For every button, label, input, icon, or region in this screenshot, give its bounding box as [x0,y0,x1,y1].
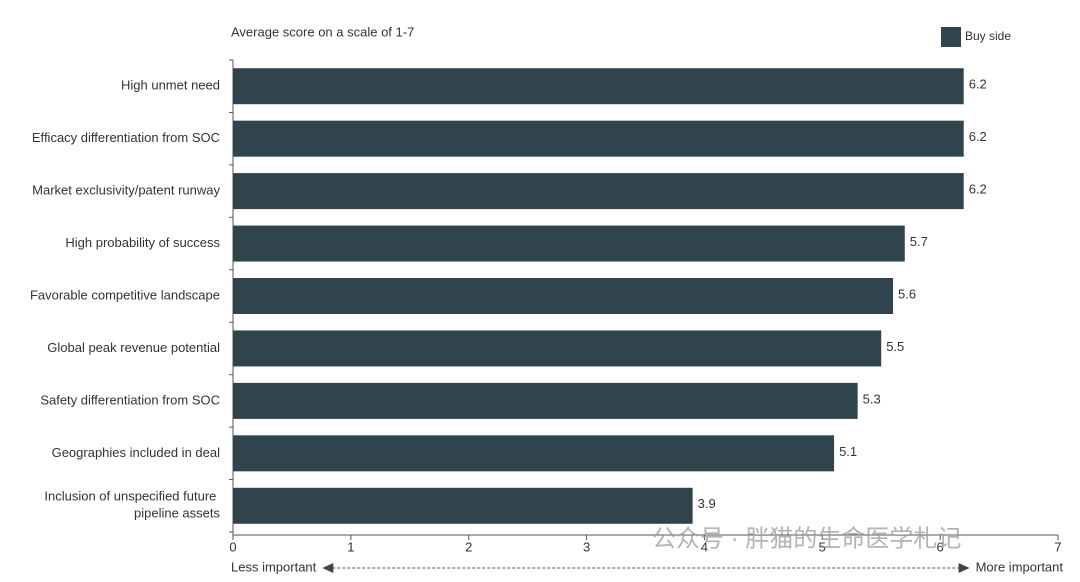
value-label: 3.9 [698,496,716,511]
watermark: 公众号 · 胖猫的生命医学札记 [652,525,961,552]
bar [233,120,964,157]
value-label: 6.2 [969,77,987,92]
x-tick-label: 6 [937,539,944,554]
category-label: High probability of success [65,235,220,250]
x-tick-label: 1 [347,539,354,554]
value-label: 5.3 [863,391,881,406]
bar [233,173,964,210]
value-label: 6.2 [969,129,987,144]
chart-subtitle: Average score on a scale of 1-7 [231,24,414,39]
category-label: Global peak revenue potential [47,340,220,355]
legend-swatch [941,27,961,47]
legend-label: Buy side [965,29,1011,43]
category-label: High unmet need [121,78,220,93]
bar [233,278,893,314]
arrow-head [958,563,970,573]
x-tick-label: 2 [465,539,472,554]
bar [233,68,964,105]
bar [233,382,858,419]
value-label: 6.2 [969,182,987,197]
value-label: 5.6 [898,286,916,301]
x-tick-label: 5 [819,539,826,554]
bar [233,330,882,367]
bar [233,435,835,472]
value-label: 5.7 [910,234,928,249]
x-tick-label: 0 [229,539,236,554]
category-label: Safety differentiation from SOC [40,392,220,407]
x-label-left: Less important [231,559,317,574]
x-label-right: More important [976,559,1064,574]
category-label: Efficacy differentiation from SOC [32,130,220,145]
category-label: Inclusion of unspecified future pipeline… [44,489,220,521]
category-label: Market exclusivity/patent runway [32,183,220,198]
x-tick-label: 4 [701,539,708,554]
x-tick-label: 3 [583,539,590,554]
value-label: 5.5 [886,339,904,354]
bar [233,487,693,524]
value-label: 5.1 [839,444,857,459]
bar [233,225,905,262]
category-label: Geographies included in deal [52,445,221,460]
x-tick-label: 7 [1054,539,1061,554]
arrow-head [322,563,334,573]
category-label: Favorable competitive landscape [30,287,220,302]
